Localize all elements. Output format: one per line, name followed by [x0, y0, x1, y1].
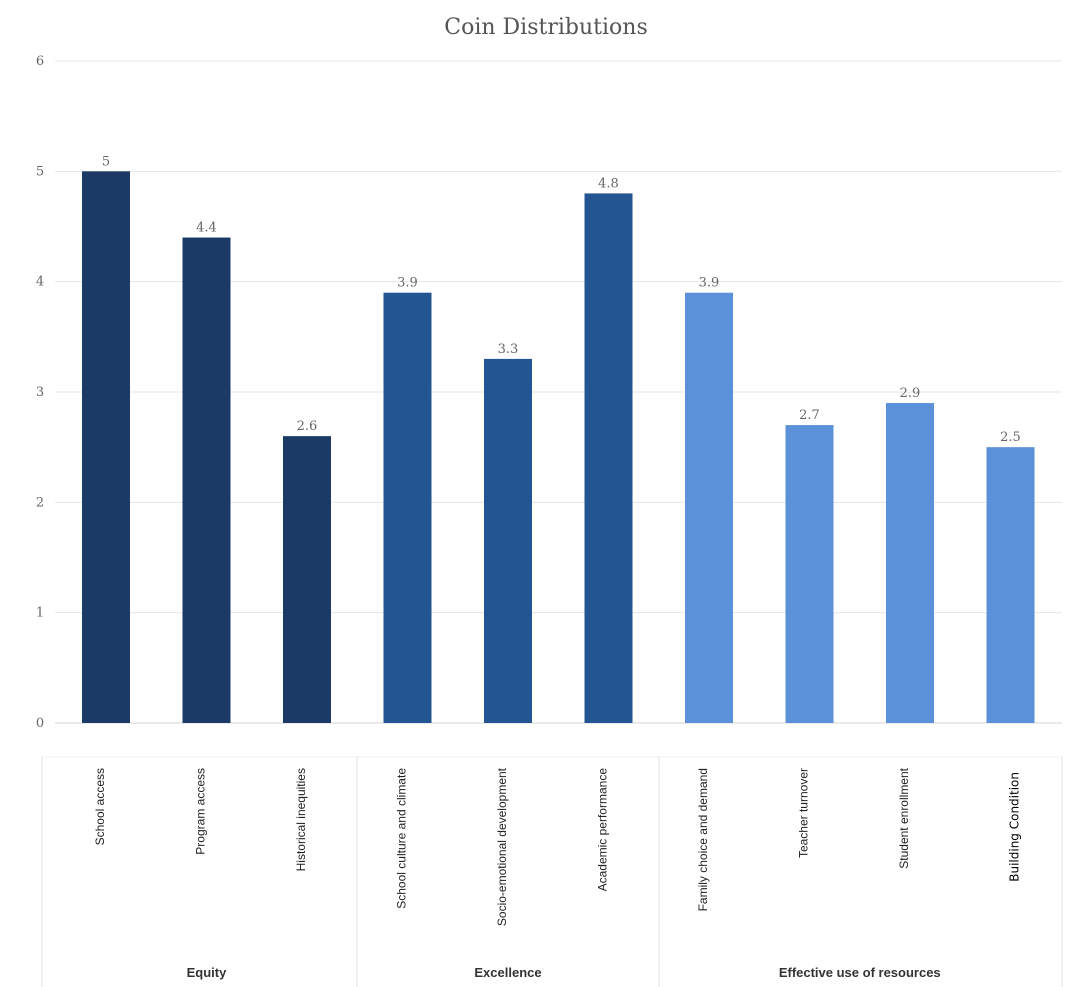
- bars: [82, 171, 1035, 724]
- bar: [182, 237, 231, 724]
- bar: [685, 292, 733, 723]
- y-axis-ticks: 0 1 2 3 4 5 6: [36, 54, 44, 731]
- data-label: 3.9: [699, 276, 720, 291]
- data-label: 5: [102, 154, 110, 169]
- bar: [484, 358, 532, 723]
- x-tick-label: Academic performance: [596, 768, 610, 892]
- y-tick-label: 1: [36, 606, 44, 621]
- data-label: 4.4: [196, 221, 217, 236]
- bar: [886, 403, 934, 723]
- x-tick-label: Program access: [194, 768, 208, 855]
- x-tick-label: Family choice and demand: [696, 768, 710, 911]
- x-tick-label: School access: [93, 768, 107, 845]
- x-axis: School access Program access Historical in…: [41, 756, 1063, 987]
- x-tick-label: Student enrollment: [897, 767, 911, 868]
- bar: [283, 436, 331, 723]
- data-labels: 5 4.4 2.6 3.9 3.3 4.8 3.9 2.7 2.9 2.5: [102, 154, 1021, 445]
- data-label: 2.7: [799, 408, 820, 423]
- x-tick-label: Historical inequities: [294, 768, 308, 871]
- chart-title: Coin Distributions: [444, 15, 647, 40]
- data-label: 2.6: [297, 419, 318, 434]
- data-label: 4.8: [598, 176, 619, 191]
- y-tick-label: 6: [36, 54, 44, 69]
- data-label: 3.9: [397, 276, 418, 291]
- bar: [82, 171, 130, 724]
- data-label: 3.3: [498, 342, 519, 357]
- y-tick-label: 3: [36, 385, 44, 400]
- bar: [785, 425, 834, 723]
- bar: [383, 292, 432, 723]
- group-label: Effective use of resources: [779, 965, 941, 980]
- x-tick-label: Building Condition: [1008, 772, 1022, 882]
- group-label: Excellence: [474, 965, 541, 980]
- bar: [986, 447, 1035, 723]
- bar: [584, 193, 633, 723]
- y-tick-label: 0: [36, 716, 44, 731]
- y-tick-label: 2: [36, 495, 44, 510]
- y-tick-label: 4: [36, 275, 44, 290]
- data-label: 2.5: [1000, 430, 1021, 445]
- x-tick-label: Teacher turnover: [797, 768, 811, 858]
- x-tick-label: Socio-emotional development: [495, 767, 509, 926]
- group-label: Equity: [187, 965, 227, 980]
- data-label: 2.9: [900, 386, 921, 401]
- x-tick-label: School culture and climate: [395, 768, 409, 909]
- y-tick-label: 5: [36, 164, 44, 179]
